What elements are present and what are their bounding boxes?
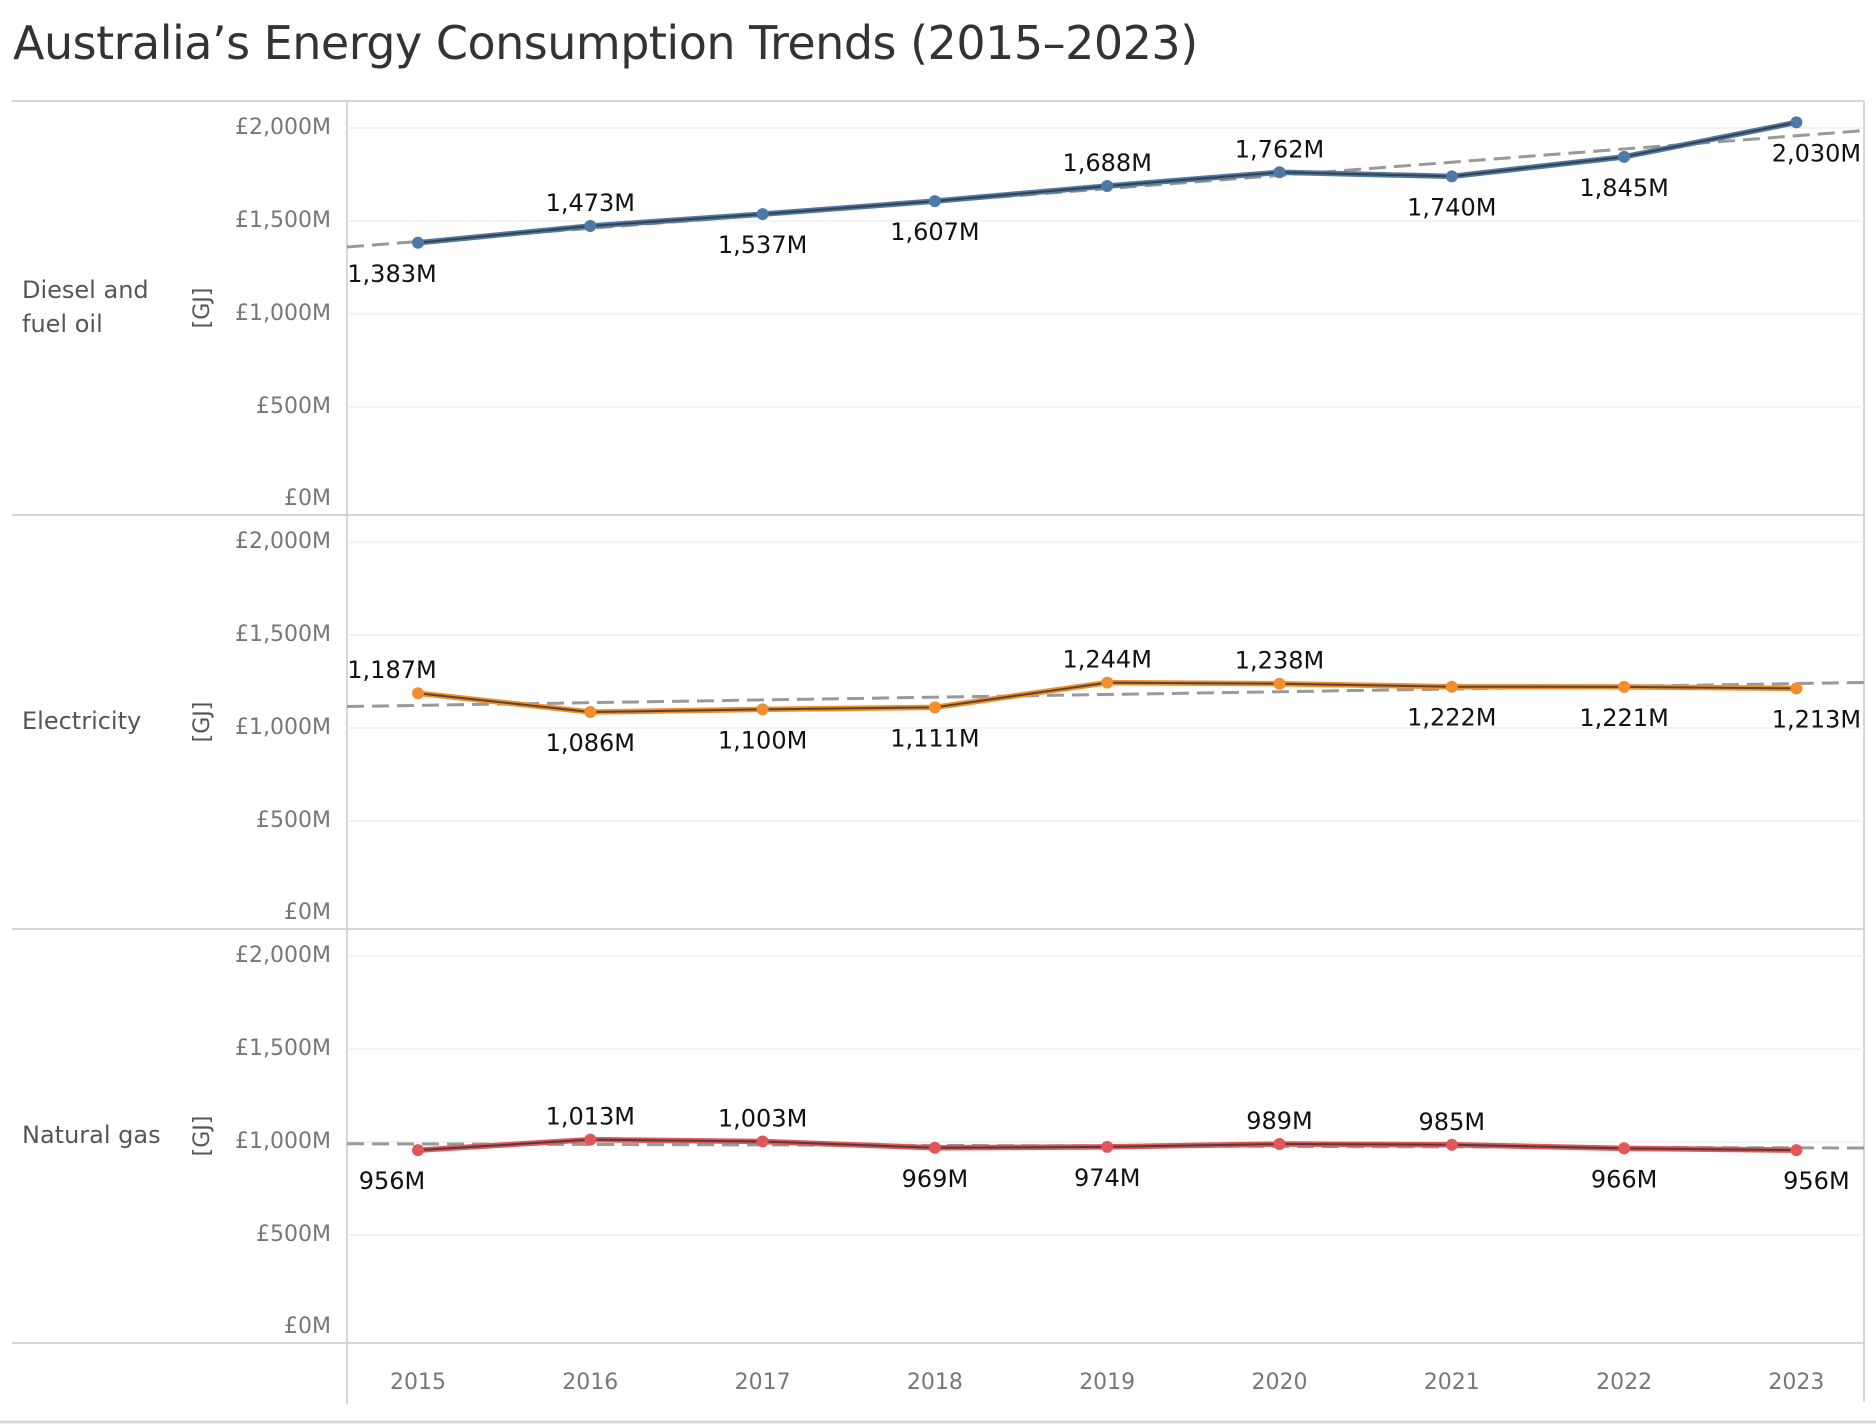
data-label: 974M bbox=[1074, 1164, 1141, 1192]
y-tick-label: £1,500M bbox=[235, 208, 331, 233]
data-label: 1,537M bbox=[718, 231, 807, 259]
data-point bbox=[1790, 116, 1803, 129]
data-point bbox=[1273, 166, 1286, 179]
data-point bbox=[928, 1141, 941, 1154]
data-label: 985M bbox=[1419, 1108, 1486, 1136]
y-tick-label: £500M bbox=[256, 1222, 331, 1247]
row-label: Electricity bbox=[22, 707, 141, 735]
data-label: 1,607M bbox=[890, 218, 979, 246]
data-point bbox=[1790, 682, 1803, 695]
data-label: 1,473M bbox=[546, 189, 635, 217]
y-tick-label: £500M bbox=[256, 394, 331, 419]
panel-diesel-and-fuel-oil: £0M £500M £1,000M £1,500M £2,000M Diesel and f… bbox=[22, 115, 1865, 511]
data-label: 956M bbox=[1783, 1167, 1850, 1195]
y-axis-unit-label: [GJ] bbox=[190, 288, 215, 329]
y-tick-label: £1,000M bbox=[235, 715, 331, 740]
data-point bbox=[1445, 680, 1458, 693]
data-label: 1,238M bbox=[1235, 647, 1324, 675]
data-point bbox=[1101, 1140, 1114, 1153]
data-label: 1,086M bbox=[546, 729, 635, 757]
data-point bbox=[1618, 680, 1631, 693]
y-axis-unit-label: [GJ] bbox=[190, 702, 215, 743]
data-label: 1,187M bbox=[347, 656, 436, 684]
y-tick-label: £500M bbox=[256, 808, 331, 833]
data-point bbox=[412, 236, 424, 249]
data-point bbox=[584, 1133, 597, 1146]
data-point bbox=[1101, 180, 1114, 193]
y-tick-label: £2,000M bbox=[235, 529, 331, 554]
x-tick-label: 2016 bbox=[562, 1370, 618, 1395]
row-label: Natural gas bbox=[22, 1121, 161, 1149]
x-tick-label: 2018 bbox=[907, 1370, 963, 1395]
data-point bbox=[928, 195, 941, 208]
data-point bbox=[1445, 170, 1458, 183]
data-point bbox=[1273, 1138, 1286, 1151]
data-point bbox=[1273, 677, 1286, 690]
data-label: 1,100M bbox=[718, 726, 807, 754]
data-label: 966M bbox=[1591, 1165, 1658, 1193]
data-point bbox=[1618, 1142, 1631, 1155]
data-point bbox=[928, 701, 941, 714]
data-label: 2,030M bbox=[1772, 139, 1861, 167]
panel-electricity: £0M £500M £1,000M £1,500M £2,000M Electricity… bbox=[22, 529, 1865, 925]
y-tick-label: £1,000M bbox=[235, 301, 331, 326]
y-tick-label: £2,000M bbox=[235, 115, 331, 140]
y-tick-label: £1,000M bbox=[235, 1129, 331, 1154]
data-label: 969M bbox=[902, 1165, 969, 1193]
data-point bbox=[412, 687, 424, 700]
data-label: 1,740M bbox=[1407, 193, 1496, 221]
y-tick-label: £0M bbox=[284, 486, 331, 511]
data-label: 1,244M bbox=[1062, 646, 1151, 674]
data-label: 1,845M bbox=[1579, 174, 1668, 202]
data-label: 989M bbox=[1246, 1107, 1313, 1135]
row-label: fuel oil bbox=[22, 310, 103, 338]
data-label: 1,383M bbox=[347, 260, 436, 288]
data-point bbox=[1790, 1144, 1803, 1157]
data-point bbox=[584, 706, 597, 719]
x-tick-label: 2022 bbox=[1596, 1370, 1652, 1395]
x-tick-label: 2017 bbox=[735, 1370, 791, 1395]
y-tick-label: £1,500M bbox=[235, 622, 331, 647]
data-label: 1,213M bbox=[1772, 705, 1861, 733]
y-tick-label: £0M bbox=[284, 1314, 331, 1339]
data-label: 1,688M bbox=[1062, 149, 1151, 177]
data-point bbox=[1445, 1138, 1458, 1151]
data-point bbox=[756, 1135, 769, 1148]
data-label: 1,222M bbox=[1407, 704, 1496, 732]
y-tick-label: £0M bbox=[284, 900, 331, 925]
row-label: Diesel and bbox=[22, 276, 149, 304]
data-label: 1,762M bbox=[1235, 135, 1324, 163]
data-label: 956M bbox=[359, 1167, 426, 1195]
x-tick-label: 2019 bbox=[1079, 1370, 1135, 1395]
data-label: 1,003M bbox=[718, 1104, 807, 1132]
data-point bbox=[412, 1144, 424, 1157]
chart-title: Australia’s Energy Consumption Trends (2… bbox=[13, 16, 1198, 70]
y-tick-label: £2,000M bbox=[235, 943, 331, 968]
x-tick-label: 2020 bbox=[1252, 1370, 1308, 1395]
data-point bbox=[584, 220, 597, 233]
data-point bbox=[756, 703, 769, 716]
y-tick-label: £1,500M bbox=[235, 1036, 331, 1061]
y-axis-unit-label: [GJ] bbox=[190, 1116, 215, 1157]
data-point bbox=[1101, 676, 1114, 689]
x-tick-label: 2021 bbox=[1424, 1370, 1480, 1395]
data-label: 1,013M bbox=[546, 1103, 635, 1131]
data-point bbox=[756, 208, 769, 221]
data-label: 1,111M bbox=[890, 724, 979, 752]
x-tick-label: 2023 bbox=[1768, 1370, 1824, 1395]
data-point bbox=[1618, 150, 1631, 163]
x-tick-label: 2015 bbox=[390, 1370, 446, 1395]
data-label: 1,221M bbox=[1579, 704, 1668, 732]
panel-natural-gas: £0M £500M £1,000M £1,500M £2,000M Natural gas… bbox=[22, 943, 1865, 1339]
